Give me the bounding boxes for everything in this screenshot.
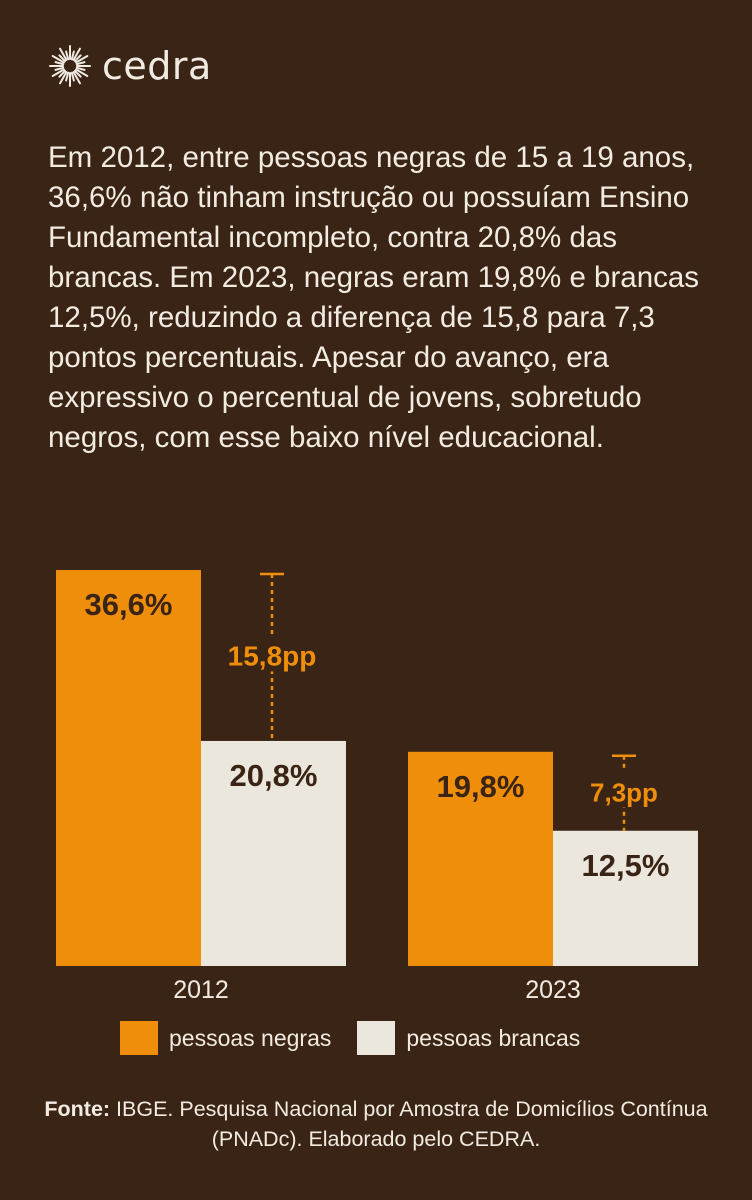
logo-ray bbox=[59, 71, 68, 85]
logo-ray bbox=[65, 50, 70, 61]
legend: pessoas negras pessoas brancas bbox=[120, 1021, 606, 1055]
legend-item-negras: pessoas negras bbox=[120, 1021, 331, 1055]
legend-label-brancas: pessoas brancas bbox=[406, 1024, 581, 1051]
logo-ray bbox=[51, 68, 65, 77]
gap-label-2012: 15,8pp bbox=[228, 640, 317, 671]
gap-label-2023: 7,3pp bbox=[590, 777, 658, 807]
bar-brancas-2023 bbox=[553, 830, 698, 966]
brand-logo: cedra bbox=[48, 44, 212, 88]
legend-label-negras: pessoas negras bbox=[169, 1024, 332, 1051]
data-label-negras-2012: 36,6% bbox=[85, 587, 173, 622]
x-tick-label-2023: 2023 bbox=[525, 976, 581, 1004]
data-label-negras-2023: 19,8% bbox=[437, 769, 525, 804]
logo-ray bbox=[51, 55, 65, 64]
data-label-brancas-2012: 20,8% bbox=[230, 758, 318, 793]
logo-ray bbox=[65, 71, 70, 82]
logo-ray bbox=[75, 61, 86, 66]
bar-chart: 36,6% 20,8% 15,8pp 2012 19,8% 12,5% 7,3pp 2023 bbox=[56, 570, 698, 1004]
logo-ray bbox=[59, 47, 68, 61]
source-prefix: Fonte: bbox=[44, 1097, 111, 1121]
source-note: Fonte: IBGE. Pesquisa Nacional por Amost… bbox=[30, 1094, 722, 1154]
logo-ray bbox=[72, 47, 81, 61]
logo-ray bbox=[73, 69, 82, 78]
bar-brancas-2012 bbox=[201, 740, 346, 966]
logo-ray bbox=[72, 71, 81, 85]
logo-ray bbox=[54, 61, 65, 66]
gap-label-bg-2012 bbox=[214, 635, 330, 672]
logo-ray bbox=[75, 55, 89, 64]
intro-paragraph: Em 2012, entre pessoas negras de 15 a 19… bbox=[48, 141, 700, 454]
logo-ray bbox=[75, 66, 86, 71]
logo-ray bbox=[54, 66, 65, 71]
logo-ray bbox=[70, 50, 75, 61]
bar-negras-2023 bbox=[408, 751, 553, 966]
logo-ray bbox=[70, 71, 75, 82]
sunburst-logo-icon bbox=[49, 45, 91, 87]
legend-swatch-brancas bbox=[357, 1021, 396, 1055]
logo-ray bbox=[73, 54, 82, 63]
source-text: IBGE. Pesquisa Nacional por Amostra de D… bbox=[110, 1097, 708, 1151]
legend-item-brancas: pessoas brancas bbox=[357, 1021, 580, 1055]
bar-negras-2012 bbox=[56, 570, 201, 966]
logo-ray bbox=[58, 54, 67, 63]
data-label-brancas-2023: 12,5% bbox=[582, 848, 670, 883]
x-tick-label-2012: 2012 bbox=[173, 976, 229, 1004]
gap-label-bg-2023 bbox=[576, 771, 672, 808]
logo-ray bbox=[75, 68, 89, 77]
logo-ray bbox=[58, 69, 67, 78]
legend-swatch-negras bbox=[120, 1021, 158, 1055]
brand-name: cedra bbox=[102, 44, 212, 88]
